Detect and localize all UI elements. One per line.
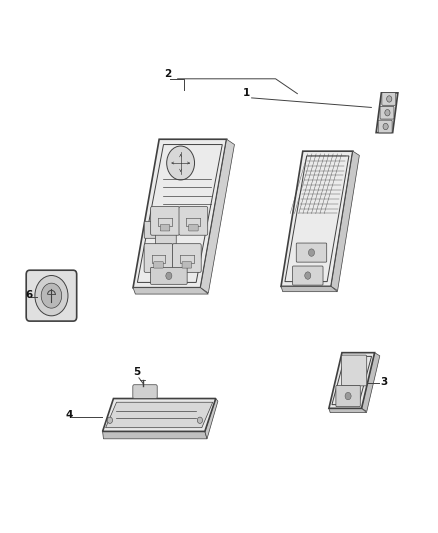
Text: 3: 3 <box>380 377 387 387</box>
FancyBboxPatch shape <box>155 227 176 244</box>
FancyBboxPatch shape <box>336 385 360 407</box>
Text: 6: 6 <box>25 290 32 300</box>
FancyBboxPatch shape <box>151 268 187 284</box>
Polygon shape <box>281 151 353 286</box>
Circle shape <box>345 392 351 400</box>
Polygon shape <box>102 431 207 439</box>
FancyBboxPatch shape <box>26 270 77 321</box>
Text: 1: 1 <box>243 88 250 98</box>
Circle shape <box>387 96 392 102</box>
Circle shape <box>385 110 390 116</box>
Polygon shape <box>376 93 398 133</box>
Circle shape <box>167 146 194 180</box>
Circle shape <box>35 276 68 316</box>
FancyBboxPatch shape <box>293 266 323 285</box>
FancyBboxPatch shape <box>144 221 165 238</box>
Circle shape <box>308 249 314 256</box>
Polygon shape <box>201 139 234 293</box>
Polygon shape <box>106 402 213 427</box>
Circle shape <box>166 272 172 279</box>
FancyBboxPatch shape <box>154 262 163 268</box>
Circle shape <box>197 417 202 423</box>
Circle shape <box>107 417 113 423</box>
FancyBboxPatch shape <box>182 262 191 268</box>
FancyBboxPatch shape <box>151 207 180 235</box>
Circle shape <box>305 272 311 279</box>
Polygon shape <box>329 353 374 408</box>
Polygon shape <box>281 286 338 292</box>
FancyBboxPatch shape <box>378 120 392 133</box>
FancyBboxPatch shape <box>380 107 394 119</box>
Polygon shape <box>205 399 218 439</box>
Polygon shape <box>329 408 367 413</box>
FancyBboxPatch shape <box>160 224 170 231</box>
FancyBboxPatch shape <box>133 385 157 399</box>
Text: 4: 4 <box>66 410 73 419</box>
FancyBboxPatch shape <box>144 244 173 272</box>
FancyBboxPatch shape <box>173 244 201 272</box>
Circle shape <box>41 283 62 308</box>
FancyBboxPatch shape <box>382 93 396 106</box>
Polygon shape <box>331 151 359 290</box>
FancyBboxPatch shape <box>296 243 327 262</box>
Polygon shape <box>133 139 226 288</box>
Polygon shape <box>102 399 216 431</box>
FancyBboxPatch shape <box>189 224 198 231</box>
FancyBboxPatch shape <box>342 355 367 386</box>
Text: 5: 5 <box>133 367 140 377</box>
Circle shape <box>383 123 388 130</box>
FancyBboxPatch shape <box>179 207 208 235</box>
Polygon shape <box>361 353 380 411</box>
Text: 2: 2 <box>165 69 172 79</box>
Polygon shape <box>133 288 208 294</box>
